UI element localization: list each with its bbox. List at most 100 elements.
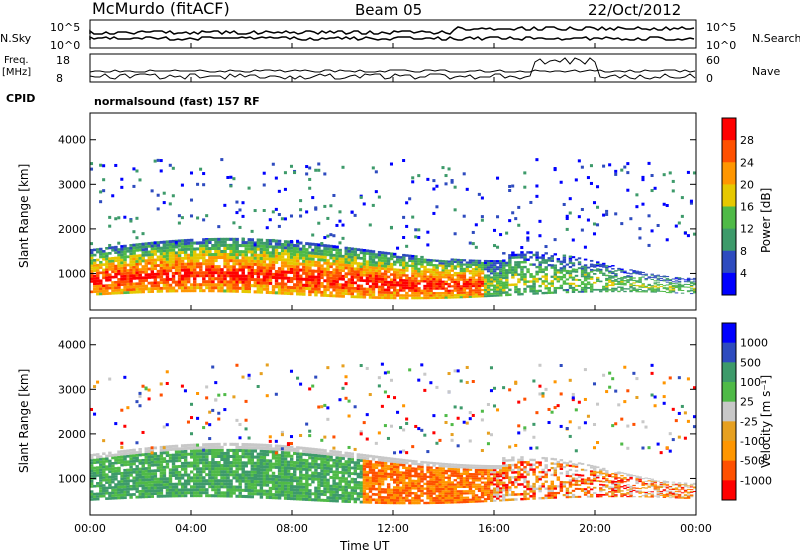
velocity-heatmap [90,362,697,505]
heatmap-scatter-cell [405,421,409,425]
heatmap-cell [214,265,218,269]
heatmap-cell [583,277,588,280]
heatmap-scatter-cell [308,186,312,190]
heatmap-cell [129,496,133,499]
heatmap-cell [529,287,533,291]
heatmap-cell [250,458,255,462]
heatmap-cell [456,291,461,294]
heatmap-cell [286,463,291,467]
heatmap-cell [368,266,373,269]
heatmap-cell [250,495,255,499]
heatmap-cell [153,492,158,495]
heatmap-cell [362,498,367,501]
heatmap-cell [686,280,691,282]
heatmap-cell [299,241,303,245]
heatmap-cell [338,453,342,457]
heatmap-cell [123,488,127,491]
heatmap-cell [244,250,248,254]
heatmap-cell [647,277,651,279]
heatmap-cell [617,277,621,280]
heatmap-cell [117,455,121,459]
heatmap-cell [347,272,351,276]
heatmap-cell [280,451,285,455]
heatmap-cell [117,261,121,265]
heatmap-cell [241,274,245,278]
heatmap-cell [232,271,236,275]
heatmap-cell [344,463,348,466]
heatmap-scatter-cell [641,178,645,182]
heatmap-cell [174,268,179,272]
heatmap-cell [265,480,270,484]
heatmap-cell [244,455,248,459]
heatmap-cell [220,286,224,290]
heatmap-cell [235,256,239,260]
heatmap-cell [286,276,291,280]
heatmap-cell [186,461,191,465]
heatmap-cell [129,257,133,261]
heatmap-cell [129,271,133,275]
heatmap-cell [280,270,285,274]
heatmap-cell [296,458,300,462]
heatmap-cell [586,274,591,276]
heatmap-cell [641,285,645,287]
heatmap-cell [335,280,339,284]
heatmap-cell [265,284,270,288]
heatmap-cell [459,285,464,288]
heatmap-cell [583,266,588,269]
heatmap-cell [132,276,136,280]
heatmap-scatter-cell [559,180,563,184]
heatmap-scatter-cell [665,204,669,208]
heatmap-cell [235,479,239,483]
heatmap-cell [202,458,206,462]
heatmap-cell [129,460,133,463]
heatmap-cell [235,494,239,498]
heatmap-scatter-cell [614,172,618,176]
heatmap-cell [123,477,127,480]
heatmap-cell [244,446,248,450]
heatmap-cell [174,494,179,498]
heatmap-cell [296,494,300,498]
heatmap-cell [171,289,176,293]
heatmap-cell [602,262,606,265]
heatmap-cell [426,268,430,271]
heatmap-cell [153,267,158,271]
heatmap-cell [311,257,315,261]
heatmap-scatter-cell [102,439,106,443]
heatmap-cell [271,493,276,497]
heatmap-cell [411,462,415,465]
heatmap-cell [150,478,155,481]
heatmap-cell [347,494,351,498]
heatmap-cell [120,272,124,276]
heatmap-cell [489,280,494,283]
heatmap-cell [183,274,188,278]
heatmap-cell [314,243,318,247]
heatmap-cell [144,279,148,282]
heatmap-cell [408,281,412,285]
heatmap-cell [383,288,388,292]
heatmap-cell [423,294,427,297]
heatmap-cell [189,464,194,468]
heatmap-cell [286,496,291,500]
heatmap-cell [617,290,621,293]
heatmap-cell [483,264,488,267]
heatmap-cell [426,275,430,278]
heatmap-cell [165,280,170,284]
heatmap-cell [214,470,218,474]
heatmap-cell [247,262,251,266]
heatmap-cell [211,274,215,278]
heatmap-cell [129,484,133,488]
heatmap-cell [271,254,276,258]
heatmap-cell [520,273,524,276]
heatmap-scatter-cell [120,177,124,181]
heatmap-cell [229,482,233,486]
heatmap-scatter-cell [114,422,118,426]
heatmap-cell [353,492,358,495]
heatmap-cell [196,262,200,266]
heatmap-scatter-cell [232,395,236,399]
heatmap-cell [368,468,373,472]
heatmap-cell [277,285,282,289]
heatmap-cell [459,289,464,292]
heatmap-cell [235,488,239,492]
heatmap-cell [280,273,285,277]
heatmap-cell [180,268,185,272]
